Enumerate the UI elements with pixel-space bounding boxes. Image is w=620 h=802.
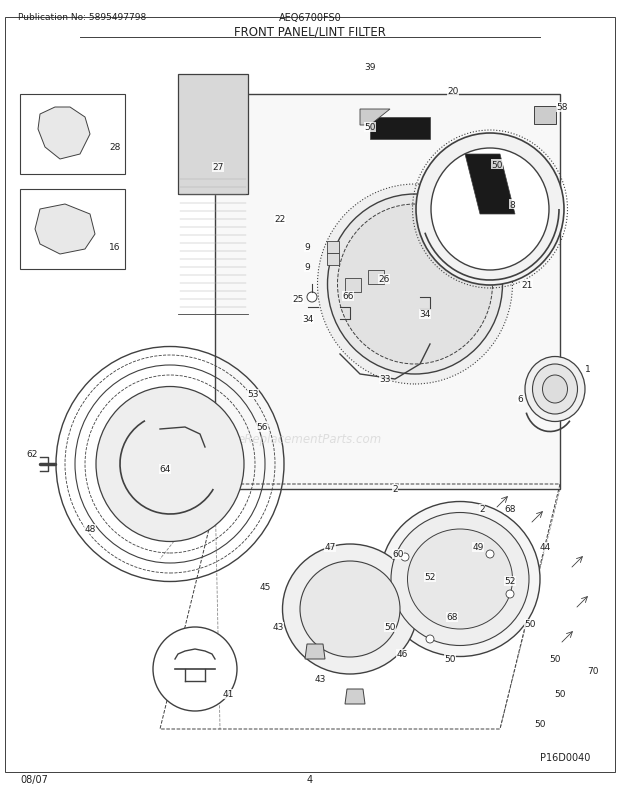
- Text: 43: 43: [272, 622, 284, 632]
- Text: 52: 52: [424, 573, 436, 581]
- Ellipse shape: [416, 134, 564, 286]
- Text: 22: 22: [275, 215, 286, 225]
- Text: 50: 50: [491, 160, 503, 169]
- Text: 50: 50: [384, 622, 396, 632]
- Text: 68: 68: [446, 613, 458, 622]
- Text: 25: 25: [292, 295, 304, 304]
- Bar: [534, 107, 556, 125]
- Polygon shape: [215, 95, 560, 489]
- Bar: [178, 75, 248, 195]
- Ellipse shape: [327, 195, 502, 375]
- Ellipse shape: [431, 149, 549, 270]
- Text: 45: 45: [259, 583, 271, 592]
- Text: 44: 44: [539, 543, 551, 552]
- Text: FRONT PANEL/LINT FILTER: FRONT PANEL/LINT FILTER: [234, 26, 386, 38]
- Text: Publication No: 5895497798: Publication No: 5895497798: [18, 14, 146, 22]
- Text: AEQ6700FS0: AEQ6700FS0: [278, 13, 342, 23]
- Text: 60: 60: [392, 550, 404, 559]
- Polygon shape: [345, 689, 365, 704]
- Ellipse shape: [407, 529, 513, 630]
- Text: 50: 50: [549, 654, 560, 664]
- Circle shape: [153, 627, 237, 711]
- Ellipse shape: [317, 184, 513, 384]
- Ellipse shape: [533, 365, 577, 415]
- Bar: [327, 241, 339, 253]
- Text: 47: 47: [324, 543, 335, 552]
- Text: 8: 8: [509, 200, 515, 209]
- Ellipse shape: [542, 375, 567, 403]
- Polygon shape: [305, 644, 325, 659]
- Text: 1: 1: [585, 365, 591, 374]
- Bar: [20, 190, 125, 269]
- Circle shape: [486, 550, 494, 558]
- Text: 4: 4: [307, 774, 313, 784]
- Text: 58: 58: [556, 103, 568, 112]
- Text: 16: 16: [109, 243, 121, 252]
- Text: 2: 2: [479, 505, 485, 514]
- Text: P16D0040: P16D0040: [539, 752, 590, 762]
- Ellipse shape: [525, 357, 585, 422]
- Ellipse shape: [391, 512, 529, 646]
- Text: 21: 21: [521, 280, 533, 290]
- Text: 20: 20: [447, 87, 459, 96]
- Ellipse shape: [300, 561, 400, 657]
- Text: 62: 62: [26, 450, 38, 459]
- Text: 6: 6: [517, 395, 523, 404]
- Text: eReplacementParts.com: eReplacementParts.com: [238, 433, 382, 446]
- Circle shape: [401, 553, 409, 561]
- Text: 34: 34: [419, 310, 431, 319]
- Text: 2: 2: [392, 485, 398, 494]
- Text: 48: 48: [84, 525, 95, 534]
- Text: 53: 53: [247, 390, 259, 399]
- Text: 33: 33: [379, 375, 391, 384]
- Text: 70: 70: [587, 666, 599, 675]
- Text: 41: 41: [223, 690, 234, 699]
- Circle shape: [506, 590, 514, 598]
- Text: 64: 64: [159, 465, 170, 474]
- Text: 50: 50: [445, 654, 456, 664]
- Text: 50: 50: [364, 124, 376, 132]
- Text: 50: 50: [554, 690, 565, 699]
- Text: 49: 49: [472, 543, 484, 552]
- Text: 52: 52: [504, 577, 516, 585]
- Polygon shape: [360, 110, 390, 126]
- Bar: [368, 270, 384, 285]
- Text: 50: 50: [534, 719, 546, 728]
- Text: 50: 50: [525, 620, 536, 629]
- Text: 28: 28: [109, 144, 121, 152]
- Bar: [327, 253, 339, 265]
- Circle shape: [426, 635, 434, 643]
- Text: 39: 39: [364, 63, 376, 72]
- Text: 46: 46: [396, 650, 408, 658]
- Text: 68: 68: [504, 505, 516, 514]
- Text: 9: 9: [304, 263, 310, 272]
- Text: 56: 56: [256, 423, 268, 432]
- Ellipse shape: [380, 502, 540, 657]
- Circle shape: [307, 293, 317, 302]
- Text: 66: 66: [342, 292, 354, 301]
- Text: 27: 27: [212, 164, 224, 172]
- Text: 43: 43: [314, 674, 326, 683]
- Ellipse shape: [283, 545, 417, 674]
- Text: 26: 26: [378, 275, 390, 284]
- Text: 34: 34: [303, 315, 314, 324]
- Bar: [20, 95, 125, 175]
- Ellipse shape: [337, 205, 492, 365]
- Text: 08/07: 08/07: [20, 774, 48, 784]
- Ellipse shape: [96, 387, 244, 542]
- Bar: [345, 278, 361, 293]
- Polygon shape: [35, 205, 95, 255]
- Polygon shape: [38, 107, 90, 160]
- Polygon shape: [465, 155, 515, 215]
- Bar: [370, 118, 430, 140]
- Text: 9: 9: [304, 243, 310, 252]
